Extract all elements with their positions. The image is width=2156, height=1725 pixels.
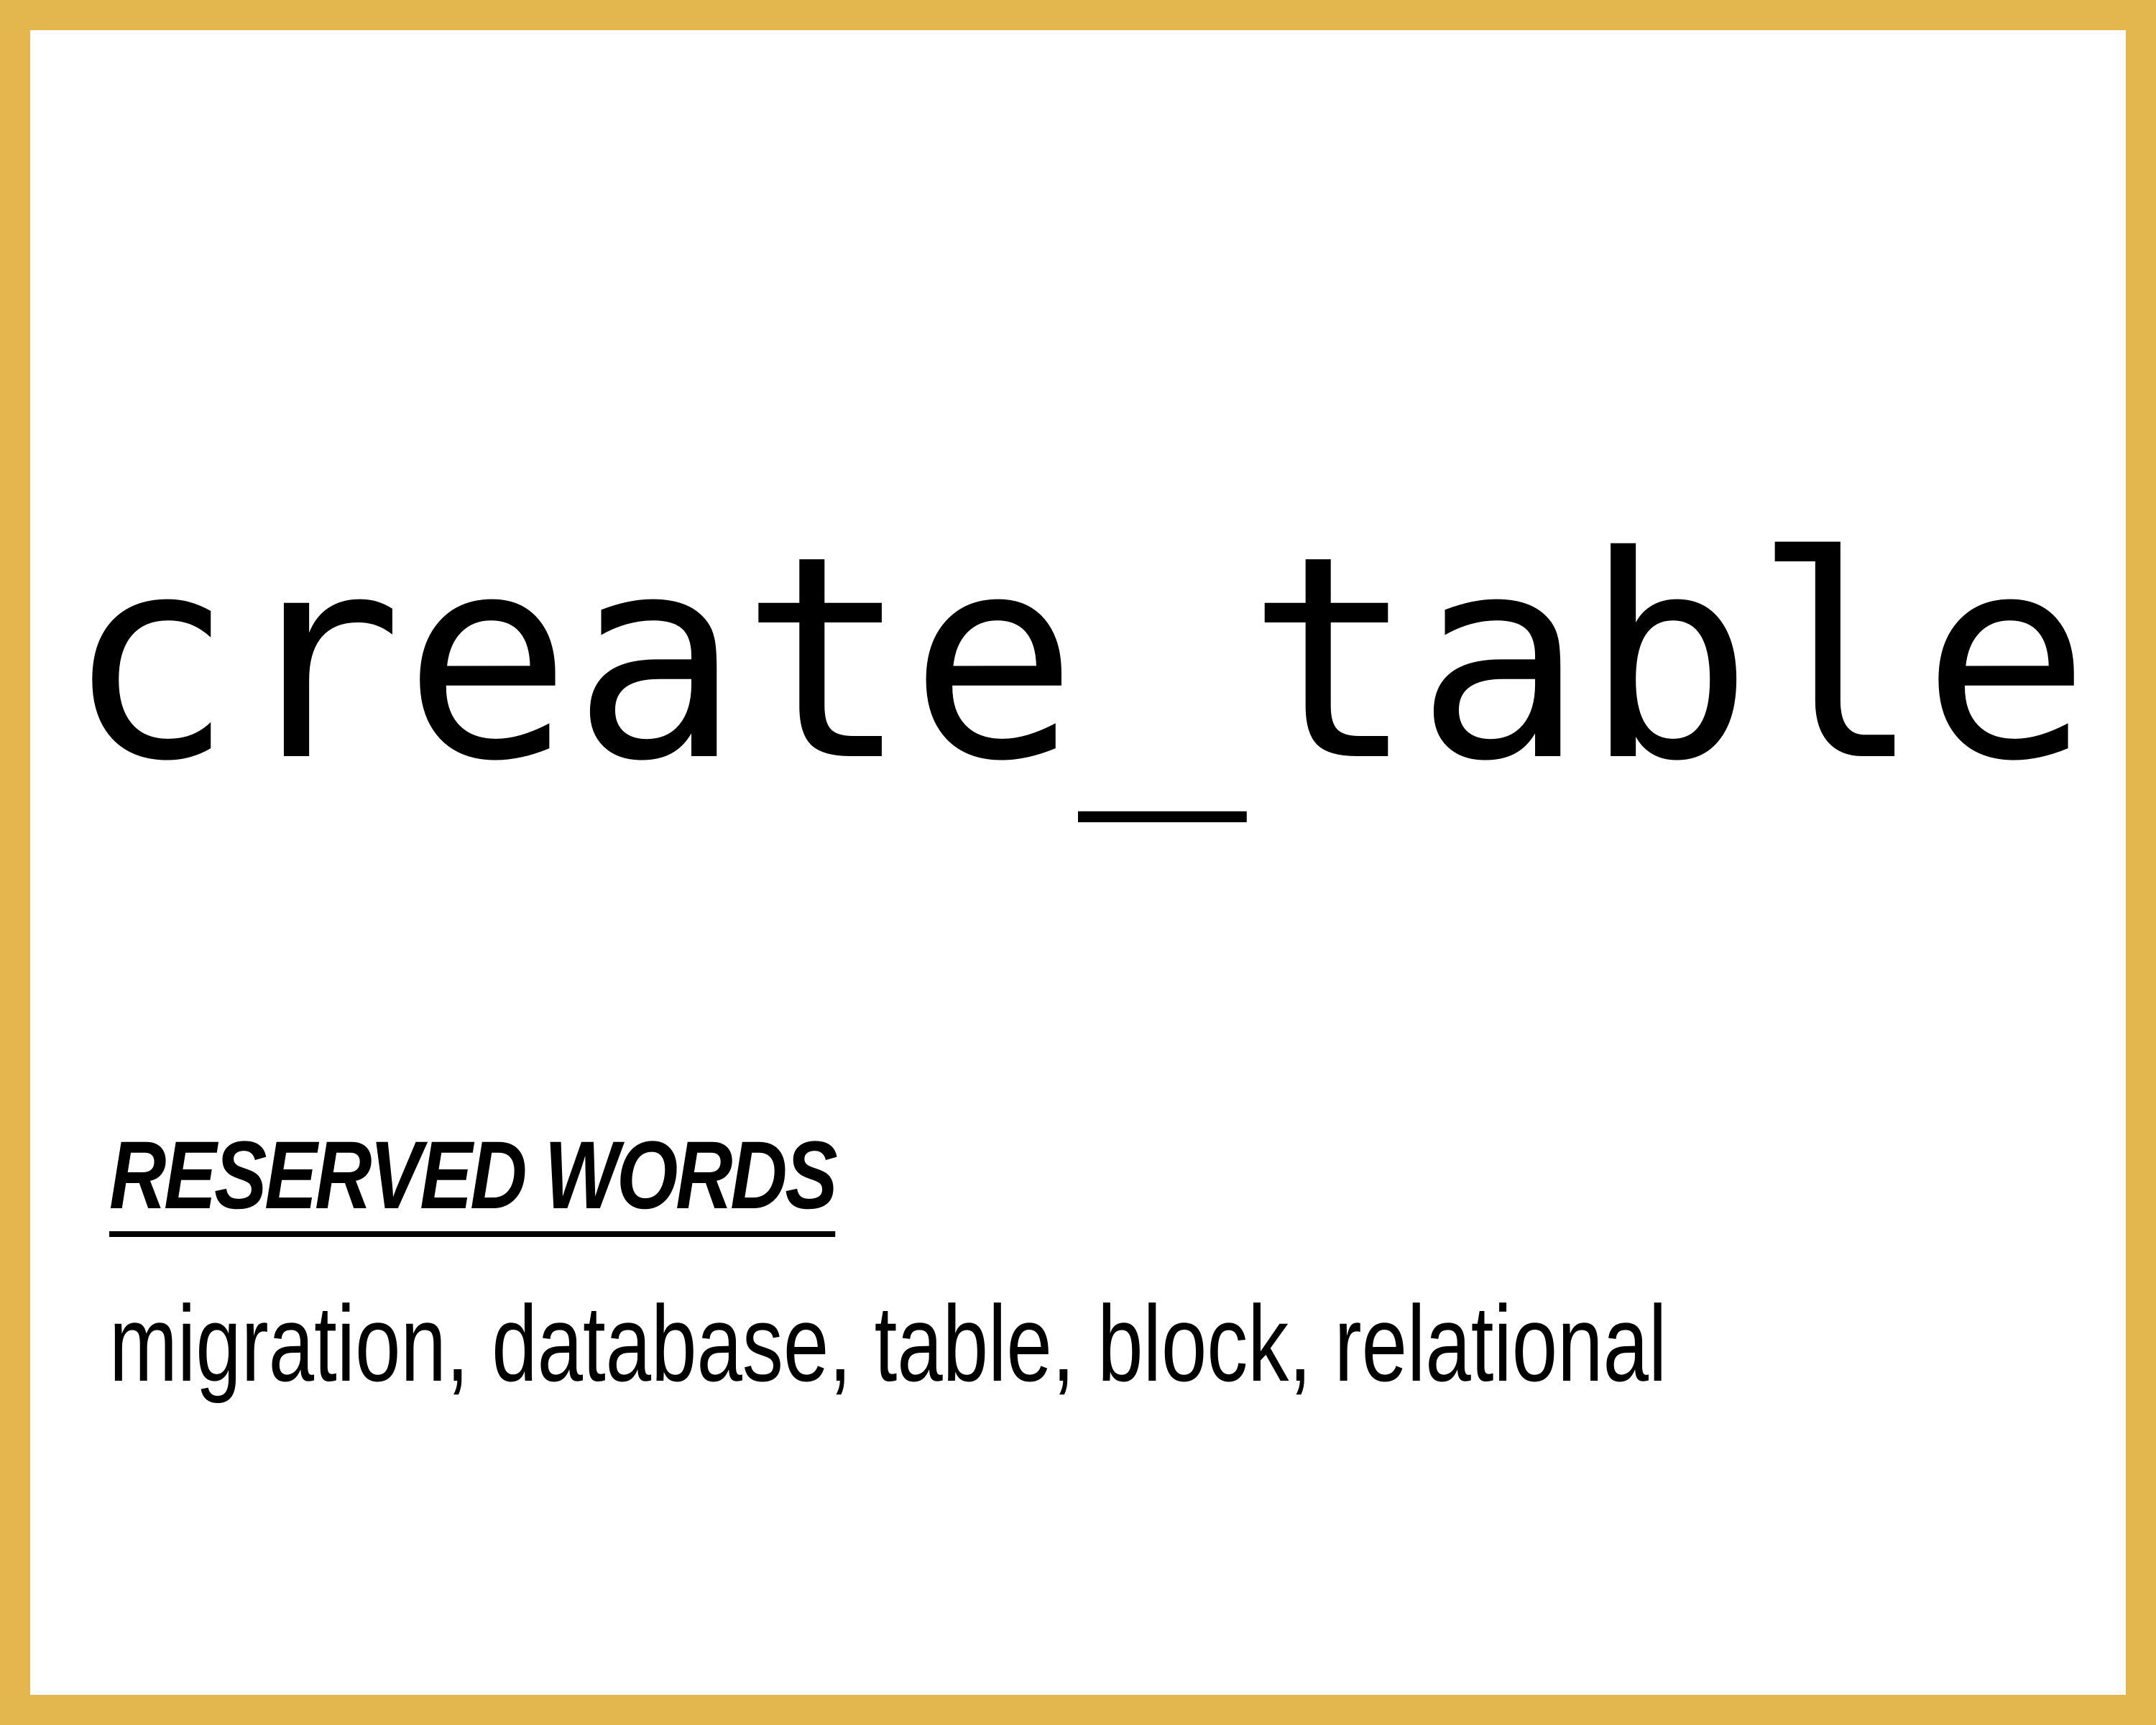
reserved-words-heading: RESERVED WORDS — [109, 1123, 838, 1238]
reserved-words-list: migration, database, table, block, relat… — [109, 1283, 1667, 1404]
term-title: create_table — [65, 496, 2091, 822]
